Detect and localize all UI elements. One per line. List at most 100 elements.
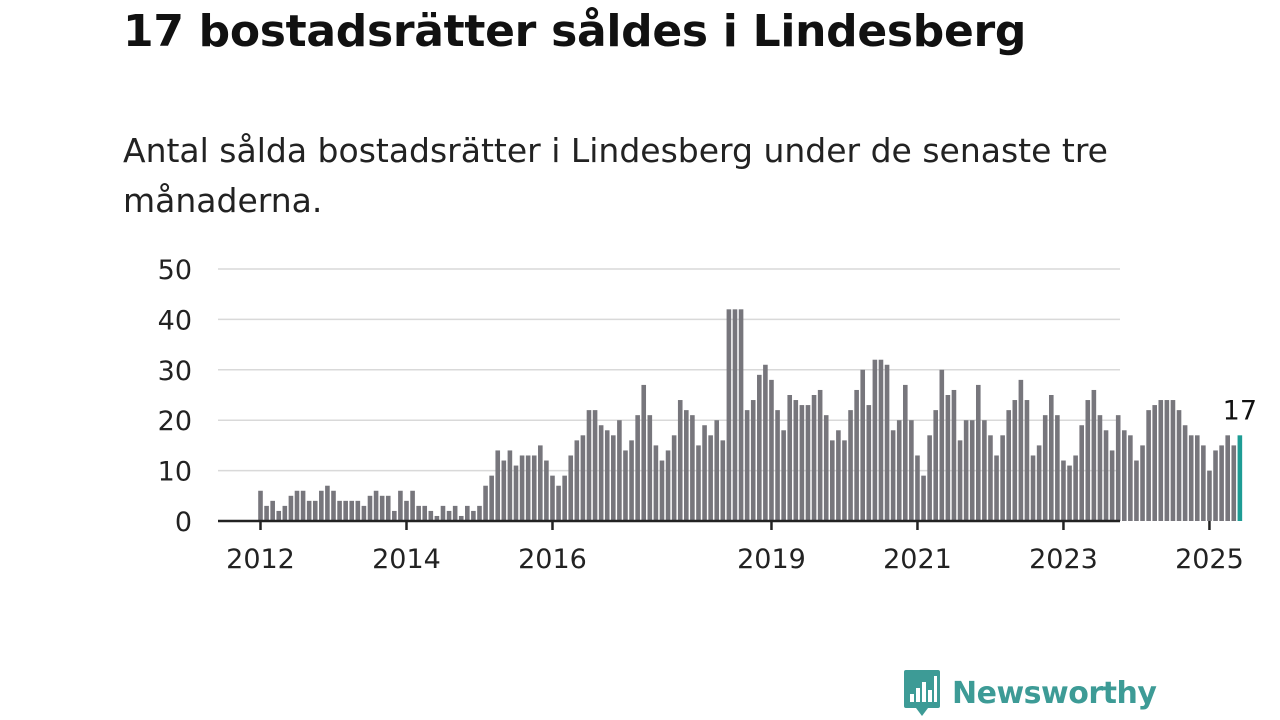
last-value-label: 17 bbox=[1223, 395, 1257, 426]
bar bbox=[1231, 445, 1237, 521]
newsworthy-logo-icon bbox=[904, 670, 940, 716]
bar bbox=[1121, 430, 1127, 521]
bar bbox=[787, 395, 793, 521]
bar bbox=[1194, 435, 1200, 521]
x-axis: 2012 2014 2016 2019 2021 2023 2025 bbox=[218, 519, 1244, 575]
bar bbox=[769, 379, 774, 521]
bar bbox=[319, 490, 324, 521]
bar bbox=[653, 445, 659, 521]
bar bbox=[726, 309, 732, 521]
bar bbox=[1061, 460, 1066, 521]
bar bbox=[659, 460, 665, 521]
bar bbox=[1024, 400, 1030, 521]
bar bbox=[471, 510, 476, 521]
bar bbox=[684, 410, 689, 521]
newsworthy-logo: Newsworthy bbox=[902, 668, 1157, 718]
bar bbox=[836, 430, 841, 521]
x-tick-label: 2019 bbox=[737, 544, 806, 575]
bar bbox=[489, 475, 494, 521]
bar bbox=[1201, 445, 1206, 521]
bar bbox=[1128, 435, 1133, 521]
y-tick-label: 20 bbox=[158, 406, 192, 437]
bar bbox=[531, 455, 537, 521]
bar bbox=[1152, 405, 1157, 521]
bar bbox=[1030, 455, 1036, 521]
bar bbox=[860, 369, 866, 521]
bar bbox=[568, 455, 574, 521]
bar bbox=[1067, 465, 1072, 521]
bar bbox=[677, 400, 683, 521]
bar bbox=[538, 445, 543, 521]
bar bbox=[361, 505, 367, 521]
bar bbox=[1055, 415, 1060, 521]
bar bbox=[1018, 379, 1024, 521]
bar bbox=[349, 500, 355, 521]
bar bbox=[373, 490, 379, 521]
x-tick-label: 2014 bbox=[372, 544, 441, 575]
bar bbox=[1115, 415, 1121, 521]
bar bbox=[854, 389, 859, 521]
bar bbox=[1097, 415, 1103, 521]
bar bbox=[598, 425, 604, 521]
chart-title: 17 bostadsrätter såldes i Lindesberg bbox=[123, 6, 1027, 57]
bar bbox=[282, 505, 288, 521]
bar bbox=[927, 435, 932, 521]
bar bbox=[410, 490, 415, 521]
grid-lines bbox=[218, 268, 1120, 472]
bar bbox=[830, 440, 835, 521]
bar bbox=[288, 495, 294, 521]
bar bbox=[793, 400, 799, 521]
bar bbox=[1176, 410, 1182, 521]
bar bbox=[872, 359, 878, 521]
bar bbox=[848, 410, 853, 521]
bar bbox=[306, 500, 312, 521]
bar bbox=[702, 425, 707, 521]
bar bbox=[623, 450, 628, 521]
bar bbox=[951, 389, 957, 521]
bar bbox=[1042, 415, 1048, 521]
bar bbox=[738, 309, 744, 521]
bar bbox=[611, 435, 616, 521]
bar bbox=[580, 435, 586, 521]
bar bbox=[392, 510, 397, 521]
bar bbox=[690, 415, 695, 521]
bar bbox=[994, 455, 999, 521]
bar bbox=[963, 420, 969, 521]
bar bbox=[945, 395, 951, 521]
bar bbox=[641, 384, 647, 521]
bar bbox=[1164, 400, 1170, 521]
bar bbox=[556, 485, 561, 521]
bar bbox=[452, 505, 458, 521]
bar bbox=[1000, 435, 1005, 521]
bar bbox=[744, 410, 750, 521]
bar bbox=[337, 500, 342, 521]
bar bbox=[915, 455, 920, 521]
bar bbox=[477, 505, 482, 521]
bar bbox=[909, 420, 914, 521]
bar bbox=[665, 450, 671, 521]
bar bbox=[775, 410, 780, 521]
bar bbox=[404, 500, 409, 521]
bar bbox=[1079, 425, 1084, 521]
bar bbox=[939, 369, 945, 521]
bar bbox=[1091, 389, 1097, 521]
bar bbox=[933, 410, 939, 521]
bar bbox=[781, 430, 786, 521]
bar bbox=[647, 415, 653, 521]
bar bbox=[1182, 425, 1188, 521]
bar bbox=[258, 490, 263, 521]
bar bbox=[1170, 400, 1176, 521]
bar bbox=[635, 415, 640, 521]
bar bbox=[446, 510, 452, 521]
bar bbox=[300, 490, 306, 521]
bar bbox=[586, 410, 592, 521]
bar bbox=[696, 445, 701, 521]
bar bbox=[1207, 470, 1212, 521]
bar bbox=[805, 405, 811, 521]
bar bbox=[763, 364, 768, 521]
annotations: 17 bbox=[1223, 395, 1257, 426]
bar bbox=[434, 515, 440, 521]
bar bbox=[878, 359, 884, 521]
y-axis-labels: 0 10 20 30 40 50 bbox=[158, 255, 192, 538]
bar bbox=[1225, 435, 1230, 521]
